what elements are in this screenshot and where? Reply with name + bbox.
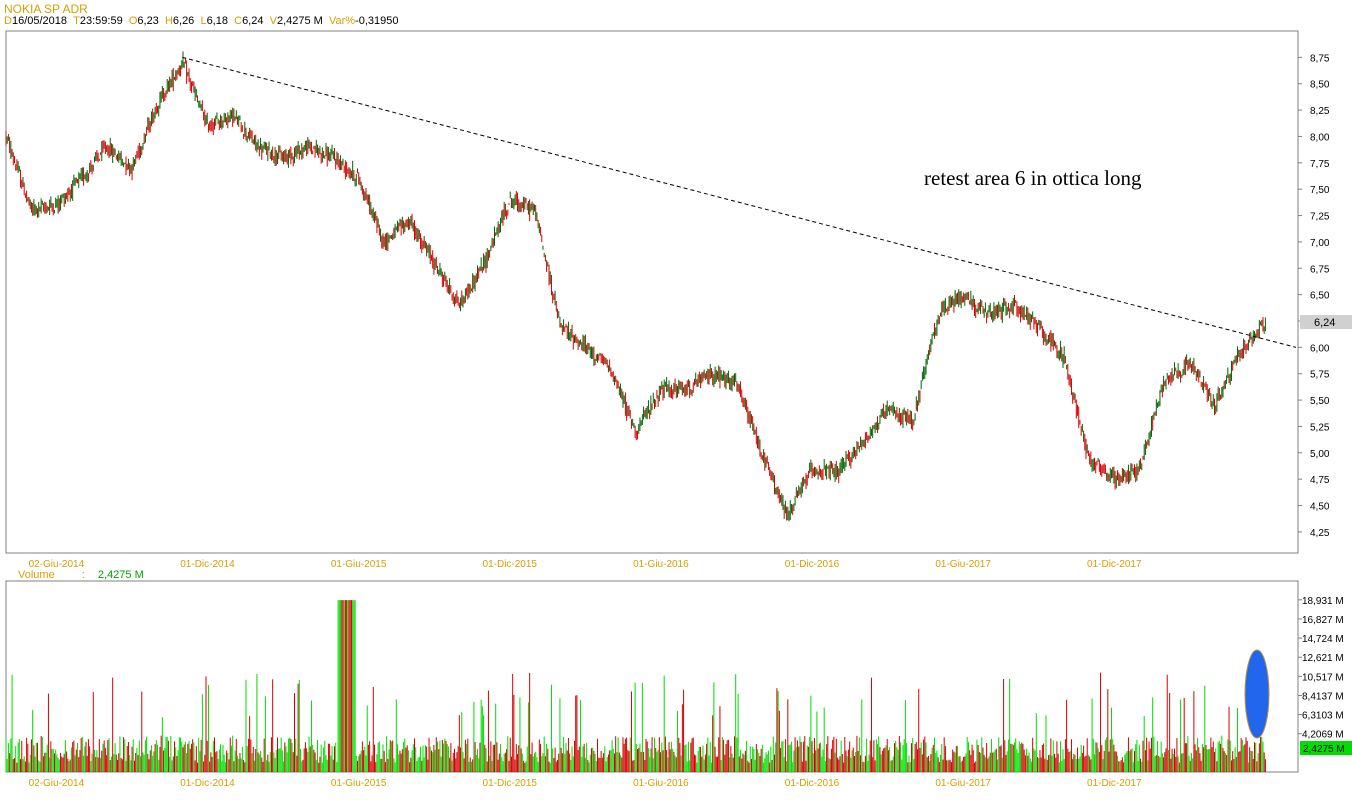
trendline: [182, 56, 1297, 348]
date-value: 16/05/2018: [11, 15, 68, 27]
volume-x-tick-label: 01-Giu-2017: [935, 778, 991, 789]
volume-y-tick-label: 16,827 M: [1302, 615, 1344, 626]
volume-x-tick-label: 01-Dic-2017: [1087, 778, 1142, 789]
price-y-tick-label: 7,50: [1310, 185, 1330, 196]
price-y-tick-label: 7,75: [1310, 159, 1330, 170]
volume-label-value: 2,4275 M: [97, 569, 144, 581]
low-key: L: [200, 15, 207, 27]
price-plot-frame: [5, 30, 1299, 554]
var-key: Var%: [328, 15, 356, 27]
price-y-tick-label: 6,00: [1310, 343, 1330, 354]
date-key: D: [4, 15, 12, 27]
last-price-text: 6,24: [1314, 317, 1335, 329]
volume-highlight-ellipse: [1244, 649, 1270, 739]
open-value: 6,23: [137, 15, 159, 27]
open-key: O: [128, 15, 138, 27]
price-y-tick-label: 8,75: [1310, 53, 1330, 64]
volume-x-tick-label: 01-Giu-2015: [331, 778, 387, 789]
price-x-tick-label: 02-Giu-2014: [29, 559, 85, 570]
volume-label: Volume : 2,4275 M: [18, 569, 144, 581]
last-volume-text: 2,4275 M: [1303, 744, 1345, 755]
price-y-tick-label: 6,50: [1310, 291, 1330, 302]
volume-bars: [5, 600, 1266, 772]
volume-key: V: [269, 15, 277, 27]
close-value: 6,24: [242, 15, 264, 27]
time-key: T: [73, 15, 80, 27]
volume-y-tick-label: 18,931 M: [1302, 596, 1344, 607]
volume-x-tick-label: 01-Dic-2016: [785, 778, 840, 789]
price-x-tick-label: 01-Dic-2016: [785, 559, 840, 570]
high-value: 6,26: [172, 15, 195, 27]
volume-label-name: Volume: [18, 569, 55, 581]
price-y-tick-label: 5,50: [1310, 396, 1330, 407]
low-value: 6,18: [206, 15, 228, 27]
price-x-tick-label: 01-Giu-2016: [633, 559, 689, 570]
price-y-tick-label: 7,00: [1310, 238, 1330, 249]
volume-x-axis: 02-Giu-2014 01-Dic-2014 01-Giu-2015 01-Dic-…: [29, 778, 1142, 789]
last-volume-box: [1300, 741, 1352, 755]
price-x-tick-label: 01-Giu-2017: [935, 559, 991, 570]
price-y-tick-label: 5,25: [1310, 422, 1330, 433]
volume-x-tick-label: 01-Dic-2015: [483, 778, 538, 789]
close-key: C: [234, 15, 243, 27]
volume-x-tick-label: 01-Giu-2016: [633, 778, 689, 789]
price-y-tick-label: 5,75: [1310, 370, 1330, 381]
volume-y-tick-label: 14,724 M: [1302, 634, 1344, 645]
volume-value: 2,4275 M: [276, 15, 323, 27]
volume-y-tick-label: 4,2069 M: [1302, 730, 1344, 741]
ohlc-header: D16/05/2018 T23:59:59 O6,23 H6,26 L6,18 …: [4, 15, 398, 28]
price-y-tick-label: 8,50: [1310, 80, 1330, 91]
last-price-tag: 6,24: [1300, 315, 1352, 330]
volume-x-tick-label: 01-Dic-2014: [180, 778, 235, 789]
chart-title: NOKIA SP ADR: [4, 2, 88, 16]
price-y-tick-label: 4,50: [1310, 502, 1330, 513]
last-volume-tag: 2,4275 M: [1300, 741, 1352, 755]
price-x-tick-label: 01-Dic-2015: [483, 559, 538, 570]
price-y-tick-label: 4,75: [1310, 475, 1330, 486]
price-y-tick-label: 8,00: [1310, 132, 1330, 143]
price-x-tick-label: 01-Giu-2015: [331, 559, 387, 570]
price-y-tick-label: 5,00: [1310, 449, 1330, 460]
volume-x-tick-label: 02-Giu-2014: [29, 778, 85, 789]
volume-y-tick-label: 10,517 M: [1302, 672, 1344, 683]
volume-y-axis: 18,931 M 16,827 M 14,724 M 12,621 M 10,517 M…: [1298, 596, 1344, 741]
price-x-tick-label: 01-Dic-2017: [1087, 559, 1142, 570]
price-y-tick-label: 4,25: [1310, 528, 1330, 539]
var-value: -0,31950: [355, 15, 399, 27]
high-key: H: [164, 15, 173, 27]
volume-label-sep: :: [81, 569, 85, 581]
price-x-tick-label: 01-Dic-2014: [180, 559, 235, 570]
price-y-tick-label: 7,25: [1310, 212, 1330, 223]
time-value: 23:59:59: [79, 15, 123, 27]
volume-y-tick-label: 12,621 M: [1302, 653, 1344, 664]
price-y-axis: 8,75 8,50 8,25 8,00 7,75 7,50 7,25 7,00 6,75 6,50…: [1298, 53, 1330, 539]
volume-y-tick-label: 8,4137 M: [1302, 691, 1344, 702]
volume-y-tick-label: 6,3103 M: [1302, 711, 1344, 722]
last-price-box: [1300, 315, 1352, 330]
candlestick-series: [5, 51, 1266, 522]
price-y-tick-label: 8,25: [1310, 106, 1330, 117]
annotation-text: retest area 6 in ottica long: [924, 166, 1142, 190]
price-x-axis: 02-Giu-2014 01-Dic-2014 01-Giu-2015 01-Dic-…: [29, 559, 1142, 570]
price-y-tick-label: 6,75: [1310, 264, 1330, 275]
